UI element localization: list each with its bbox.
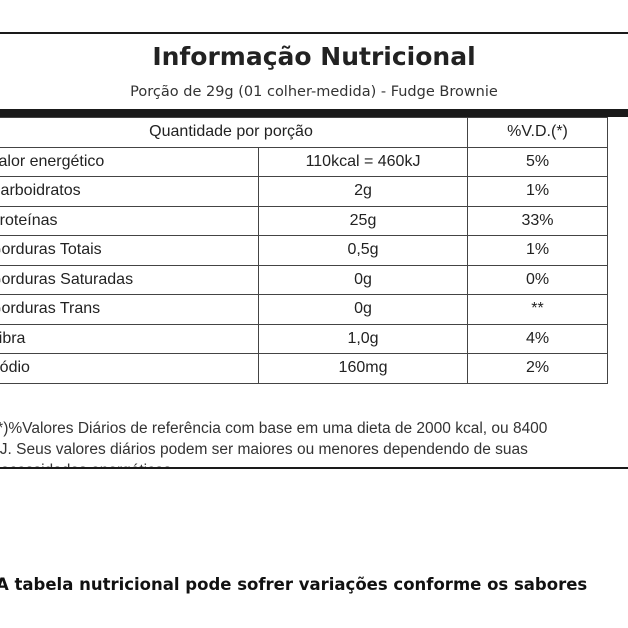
- nutrient-name: Fibra: [0, 323, 259, 354]
- table-row: Valor energético 110kcal = 460kJ 5%: [0, 146, 609, 177]
- nutrient-amount: 0,5g: [257, 235, 469, 266]
- nutrient-name: Carboidratos: [0, 176, 259, 207]
- table-row: Carboidratos 2g 1%: [0, 176, 609, 207]
- nutrient-dv: 5%: [467, 146, 609, 177]
- nutrient-amount: 110kcal = 460kJ: [257, 146, 469, 177]
- nutrient-name: Gorduras Totais: [0, 235, 259, 266]
- nutrient-name: Valor energético: [0, 146, 259, 177]
- dv-header: %V.D.(*): [467, 117, 609, 148]
- nutrient-amount: 160mg: [257, 353, 469, 384]
- table-row: Proteínas 25g 33%: [0, 205, 609, 236]
- nutrient-dv: 2%: [467, 353, 609, 384]
- footnote-line: necessidades energéticas.: [0, 460, 628, 467]
- nutrient-dv: 1%: [467, 176, 609, 207]
- nutrient-dv: 33%: [467, 205, 609, 236]
- footnote-line: kJ. Seus valores diários podem ser maior…: [0, 441, 528, 458]
- table-header-row: Quantidade por porção %V.D.(*): [0, 117, 609, 148]
- nutrient-amount: 25g: [257, 205, 469, 236]
- nutrient-dv: 4%: [467, 323, 609, 354]
- nutrient-dv: 0%: [467, 264, 609, 295]
- nutrient-dv: **: [467, 294, 609, 325]
- nutrient-amount: 0g: [257, 264, 469, 295]
- table-row: Gorduras Saturadas 0g 0%: [0, 264, 609, 295]
- footnote-line: (*)%Valores Diários de referência com ba…: [0, 420, 548, 437]
- serving-size: Porção de 29g (01 colher-medida) - Fudge…: [130, 84, 498, 100]
- table-row: Fibra 1,0g 4%: [0, 323, 609, 354]
- quantity-header: Quantidade por porção: [0, 117, 469, 148]
- nutrient-dv: 1%: [467, 235, 609, 266]
- nutrient-name: Proteínas: [0, 205, 259, 236]
- variation-notice: A tabela nutricional pode sofrer variaçõ…: [0, 575, 588, 594]
- table-row: Gorduras Trans 0g **: [0, 294, 609, 325]
- nutrition-table: Quantidade por porção %V.D.(*) Valor ene…: [0, 117, 609, 384]
- table-row: Sódio 160mg 2%: [0, 353, 609, 384]
- nutrient-amount: 1,0g: [257, 323, 469, 354]
- nutrient-amount: 2g: [257, 176, 469, 207]
- nutrition-facts-panel: Informação Nutricional Porção de 29g (01…: [0, 32, 628, 469]
- nutrient-name: Gorduras Trans: [0, 294, 259, 325]
- nutrient-amount: 0g: [257, 294, 469, 325]
- daily-value-footnote: (*)%Valores Diários de referência com ba…: [0, 418, 628, 467]
- label-title: Informação Nutricional: [152, 42, 476, 71]
- table-row: Gorduras Totais 0,5g 1%: [0, 235, 609, 266]
- nutrient-name: Sódio: [0, 353, 259, 384]
- header-divider: [0, 109, 628, 117]
- nutrient-name: Gorduras Saturadas: [0, 264, 259, 295]
